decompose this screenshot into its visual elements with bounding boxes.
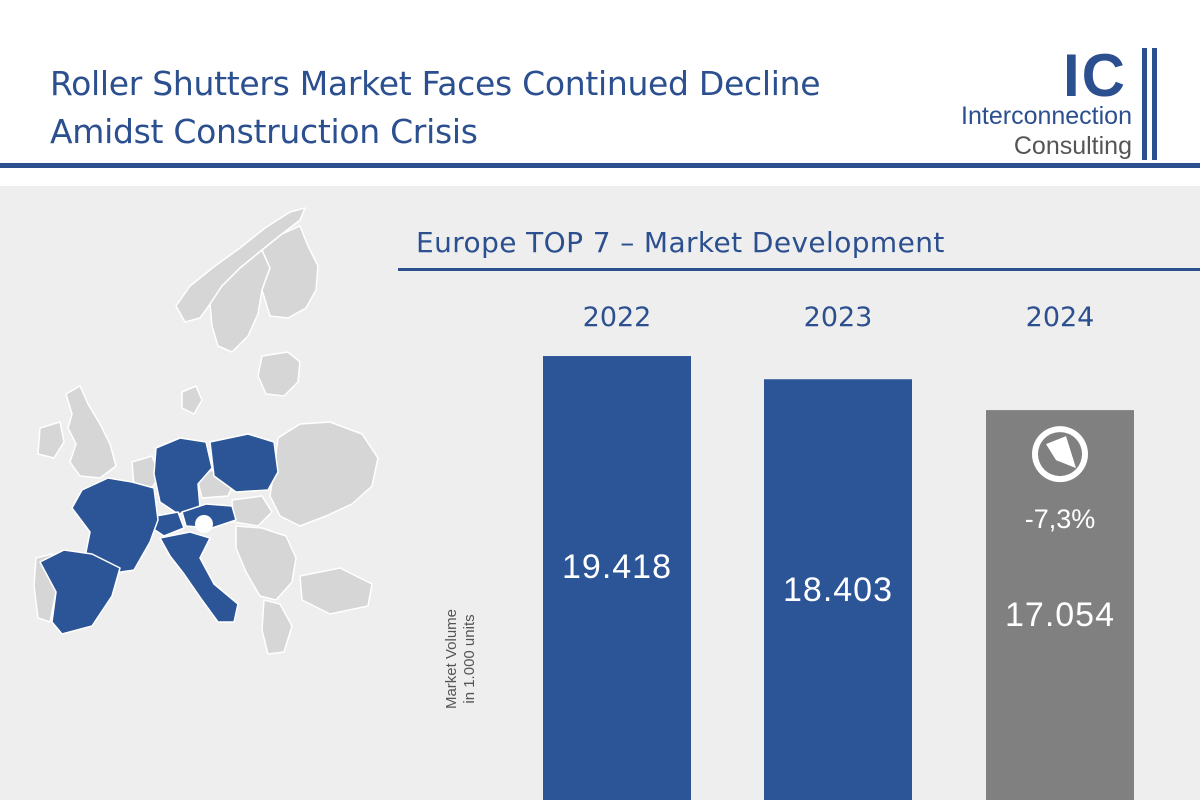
map-country-baltics [257,351,301,397]
bar-2022 [543,356,691,800]
map-country-turkey [299,567,373,615]
map-country-spain [39,549,121,635]
map-country-poland [209,433,279,493]
logo-bar-icon [1152,48,1157,160]
value-label-2023: 18.403 [783,571,893,609]
change-annotation: -7,3% [1025,504,1096,534]
company-logo: IC Interconnection Consulting [930,40,1200,165]
logo-word-interconnection: Interconnection [961,102,1132,130]
logo-bar-icon [1142,48,1147,160]
bar-2023 [764,379,912,800]
header: Roller Shutters Market Faces Continued D… [0,0,1200,186]
map-country-finland [261,225,319,319]
map-location-marker [195,515,213,533]
x-tick-2023: 2023 [804,302,873,333]
map-country-uk [65,385,117,479]
content-panel: Europe TOP 7 – Market Development Market… [0,186,1200,800]
value-label-2022: 19.418 [562,548,672,586]
x-tick-2024: 2024 [1026,302,1095,333]
page-title-line-1: Roller Shutters Market Faces Continued D… [50,64,821,103]
map-country-france [71,477,159,575]
map-country-italy [159,531,239,623]
map-country-balkans [235,525,297,601]
map-country-sweden [209,249,271,353]
down-arrow-circle-icon [1032,426,1088,483]
europe-map [33,207,379,655]
map-country-greece [261,599,293,655]
bar-chart: 2022 19.418 2023 18.403 2024 17.054 -7,3% [543,302,1134,800]
logo-word-consulting: Consulting [1013,132,1132,160]
map-country-ireland [37,421,65,459]
map-country-germany [153,437,213,515]
chart-title: Europe TOP 7 – Market Development [416,226,945,259]
map-country-hungary [231,495,273,527]
page-title-line-2: Amidst Construction Crisis [50,112,478,151]
header-divider [0,163,1200,168]
map-country-denmark [181,385,203,415]
value-label-2024: 17.054 [1005,596,1115,634]
map-country-eastern-europe [269,421,379,527]
chart-title-divider [398,268,1200,271]
logo-mark: IC [1063,42,1127,109]
x-tick-2022: 2022 [583,302,652,333]
